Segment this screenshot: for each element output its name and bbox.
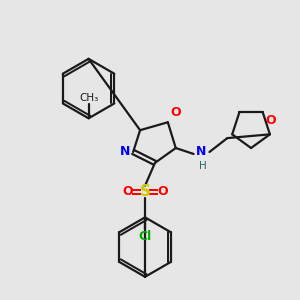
Text: N: N: [120, 146, 130, 158]
Text: CH₃: CH₃: [79, 93, 98, 103]
Text: Cl: Cl: [138, 230, 152, 243]
Text: O: O: [158, 185, 168, 198]
Text: N: N: [196, 146, 207, 158]
Text: O: O: [171, 106, 182, 119]
Text: H: H: [199, 161, 206, 171]
Text: O: O: [122, 185, 133, 198]
Text: O: O: [266, 114, 276, 127]
Text: S: S: [140, 184, 151, 199]
